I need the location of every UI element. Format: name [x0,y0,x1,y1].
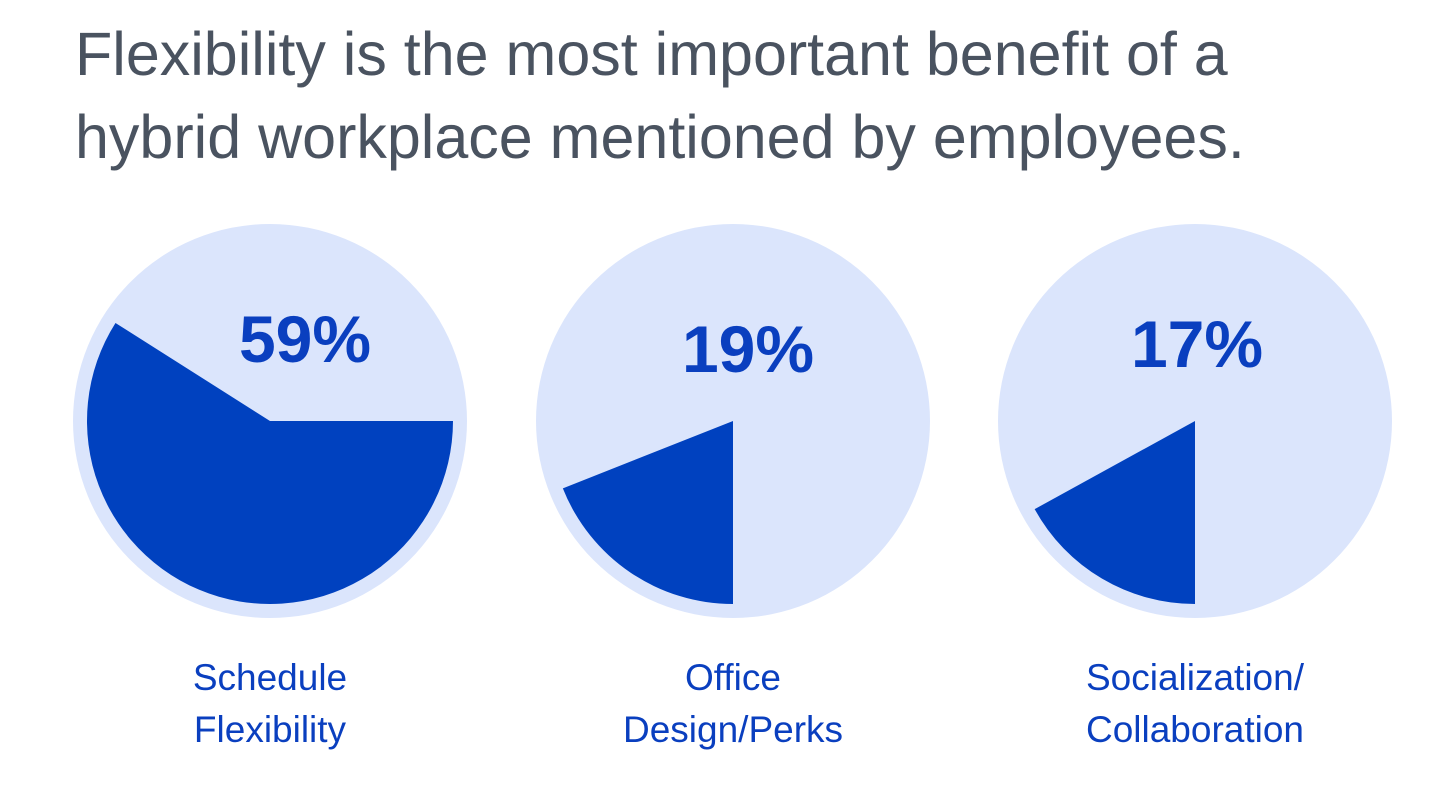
pie-slice [1034,421,1195,604]
category-label: Design/Perks [623,709,843,750]
title-line: Flexibility is the most important benefi… [75,20,1228,88]
category-label: Office [685,657,781,698]
category-label: Schedule [193,657,347,698]
value-label: 17% [1131,307,1263,381]
category-label: Collaboration [1086,709,1304,750]
pie-slice [562,421,733,604]
pie-slice [86,322,453,605]
value-label: 19% [682,312,814,386]
value-label: 59% [239,302,371,376]
category-label: Flexibility [194,709,347,750]
title-line: hybrid workplace mentioned by employees. [75,103,1245,171]
category-label: Socialization/ [1086,657,1305,698]
